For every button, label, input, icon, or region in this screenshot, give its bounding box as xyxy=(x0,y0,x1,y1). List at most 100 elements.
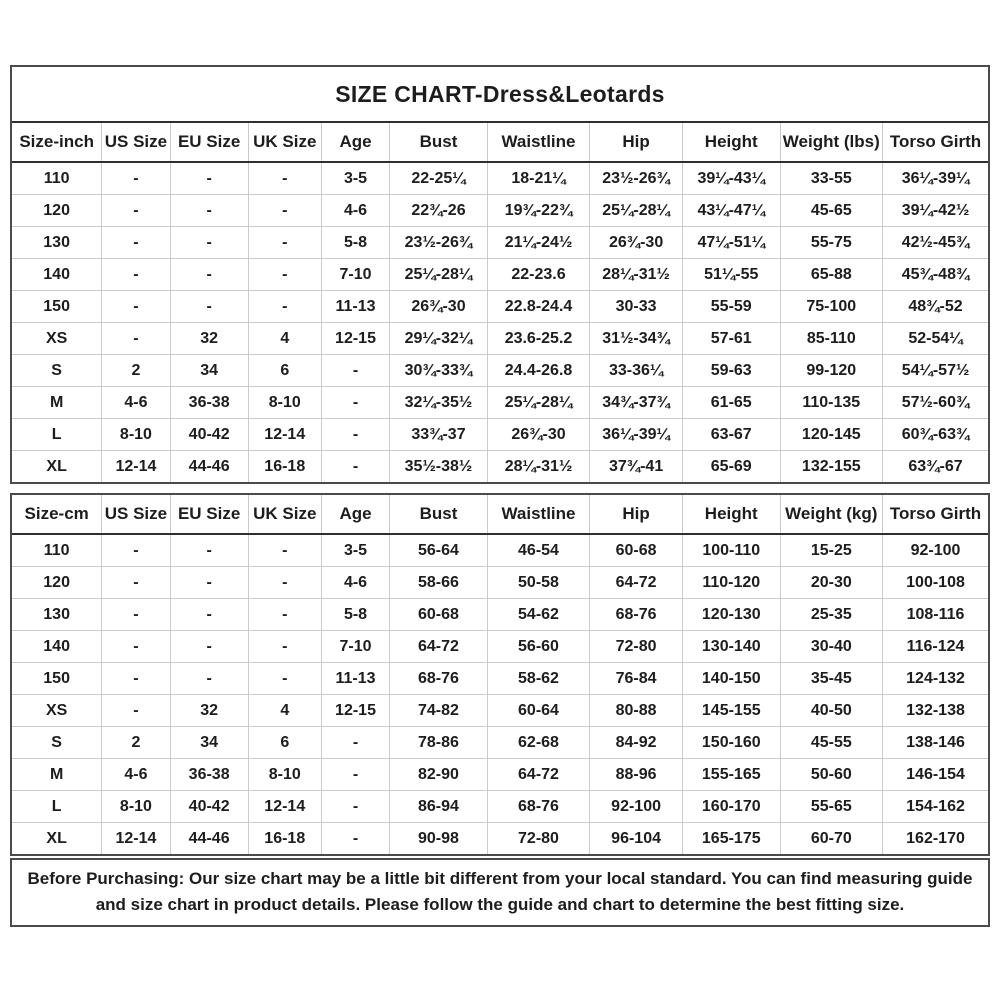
table-cell: 60¾-63¾ xyxy=(882,418,988,451)
table-cell: 124-132 xyxy=(882,662,988,695)
table-cell: 57-61 xyxy=(681,322,781,355)
table-cell: 52-54¼ xyxy=(882,322,988,355)
table-cell: 155-165 xyxy=(681,758,781,791)
table-cell: 100-108 xyxy=(882,566,988,599)
table-cell: 36¼-39¼ xyxy=(589,418,683,451)
table-cell: 132-155 xyxy=(779,450,884,482)
table-cell: 60-70 xyxy=(779,822,884,854)
column-header: Bust xyxy=(389,495,488,535)
column-header: Weight (kg) xyxy=(779,495,883,535)
table-cell: 54-62 xyxy=(486,598,591,631)
table-cell: 45¾-48¾ xyxy=(882,258,988,291)
table-cell: 15-25 xyxy=(779,534,884,567)
table-cell: - xyxy=(320,354,391,387)
table-cell: 26¾-30 xyxy=(589,226,683,259)
column-header: Torso Girth xyxy=(882,495,988,535)
table-cell: 22-23.6 xyxy=(486,258,591,291)
table-cell: - xyxy=(101,226,171,259)
table-cell: - xyxy=(320,726,391,759)
table-row: 130- - -5-8 60-68 54-62 68-76 120-130 25-35 108-… xyxy=(12,598,988,631)
table-cell: - xyxy=(101,194,171,227)
header-row-inch: Size-inch US Size EU Size UK Size Age Bust Wai… xyxy=(12,121,988,163)
table-cell: 3-5 xyxy=(320,534,391,567)
table-cell: 92-100 xyxy=(589,790,683,823)
table-cell: XS xyxy=(12,322,103,355)
table-cell: 32¼-35½ xyxy=(389,386,488,419)
table-cell: 12-14 xyxy=(247,790,322,823)
table-cell: 55-75 xyxy=(779,226,884,259)
table-cell: 130 xyxy=(12,598,103,631)
table-cell: 36-38 xyxy=(169,386,249,419)
table-cell: 162-170 xyxy=(882,822,988,854)
table-cell: 55-65 xyxy=(779,790,884,823)
table-cell: 28¼-31½ xyxy=(589,258,683,291)
table-cell: 26¾-30 xyxy=(389,290,488,323)
column-header: Waistline xyxy=(486,495,590,535)
column-header: Bust xyxy=(389,121,488,163)
table-cell: - xyxy=(247,662,322,695)
table-cell: 26¾-30 xyxy=(486,418,591,451)
table-cell: 11-13 xyxy=(320,662,391,695)
table-cell: 33-55 xyxy=(779,162,884,195)
table-cell: 22-25¼ xyxy=(389,162,488,195)
table-cell: XL xyxy=(12,822,103,854)
table-cell: S xyxy=(12,726,103,759)
table-cell: 22¾-26 xyxy=(389,194,488,227)
table-cell: 54¼-57½ xyxy=(882,354,988,387)
table-cell: M xyxy=(12,758,103,791)
table-cell: 57½-60¾ xyxy=(882,386,988,419)
table-cell: 130 xyxy=(12,226,103,259)
table-cell: 22.8-24.4 xyxy=(486,290,591,323)
table-cell: - xyxy=(101,290,171,323)
table-cell: - xyxy=(101,258,171,291)
table-cell: 12-15 xyxy=(320,322,391,355)
table-cell: 75-100 xyxy=(779,290,884,323)
table-cell: - xyxy=(320,822,391,854)
table-cell: L xyxy=(12,790,103,823)
table-cell: - xyxy=(169,662,249,695)
table-cell: 21¼-24½ xyxy=(486,226,591,259)
table-cell: 12-14 xyxy=(101,822,171,854)
table-cell: 80-88 xyxy=(589,694,683,727)
table-cell: 23½-26¾ xyxy=(589,162,683,195)
column-header: UK Size xyxy=(247,495,322,535)
table-body-inch: 110- - -3-5 22-25¼ 18-21¼ 23½-26¾ 39¼-43¼ 33-55… xyxy=(12,162,988,482)
table-cell: - xyxy=(101,630,171,663)
table-cell: 46-54 xyxy=(486,534,591,567)
table-cell: 20-30 xyxy=(779,566,884,599)
column-header: US Size xyxy=(101,495,171,535)
table-cell: - xyxy=(169,598,249,631)
table-cell: 110-120 xyxy=(681,566,781,599)
table-cell: 72-80 xyxy=(486,822,591,854)
column-header: Age xyxy=(320,121,390,163)
table-row: S 2 34 6-78-86 62-68 84-92 150-160 45-55 138-146 xyxy=(12,726,988,759)
table-cell: 5-8 xyxy=(320,598,391,631)
table-cell: 150-160 xyxy=(681,726,781,759)
table-cell: 43¼-47¼ xyxy=(681,194,781,227)
table-cell: 39¼-43¼ xyxy=(681,162,781,195)
table-cell: 31½-34¾ xyxy=(589,322,683,355)
table-cell: 61-65 xyxy=(681,386,781,419)
table-cell: - xyxy=(169,566,249,599)
table-row: XS -32 4 12-15 74-82 60-64 80-88 145-155 40-50 13… xyxy=(12,694,988,727)
table-cell: - xyxy=(320,418,391,451)
table-cell: - xyxy=(101,598,171,631)
table-cell: 16-18 xyxy=(247,822,322,854)
table-cell: 7-10 xyxy=(320,258,391,291)
table-cell: 92-100 xyxy=(882,534,988,567)
table-cell: 140-150 xyxy=(681,662,781,695)
table-cell: 11-13 xyxy=(320,290,391,323)
table-row: L 8-10 40-42 12-14-86-94 68-76 92-100 160-170 5… xyxy=(12,790,988,823)
table-cell: 85-110 xyxy=(779,322,884,355)
table-cell: 6 xyxy=(247,726,322,759)
table-cell: L xyxy=(12,418,103,451)
table-cell: - xyxy=(101,162,171,195)
size-table-cm: Size-cm US Size EU Size UK Size Age Bust Waist… xyxy=(12,495,988,854)
table-row: S 2 34 6-30¾-33¾ 24.4-26.8 33-36¼ 59-63 99-120 5… xyxy=(12,354,988,387)
table-cell: 4 xyxy=(247,694,322,727)
table-cell: - xyxy=(320,790,391,823)
table-cell: 35½-38½ xyxy=(389,450,488,482)
table-cell: XL xyxy=(12,450,103,482)
table-cell: 42½-45¾ xyxy=(882,226,988,259)
